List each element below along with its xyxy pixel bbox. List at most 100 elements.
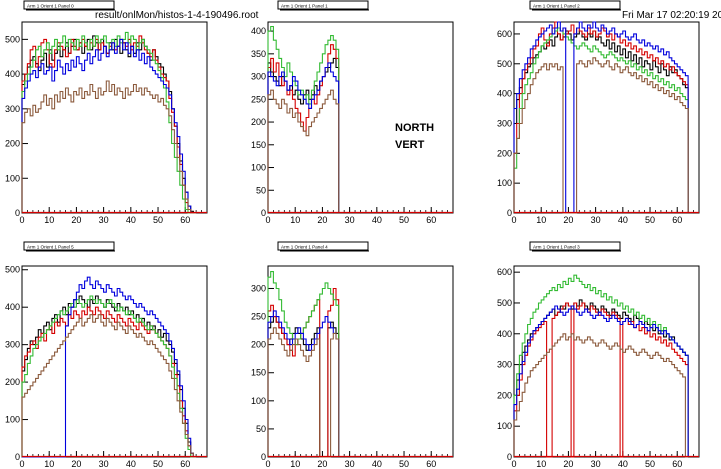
panel-0-ytick-label: 300: [5, 104, 20, 114]
panel-0-ytick-label: 0: [15, 208, 20, 218]
panel-3-ytick-label: 100: [5, 415, 20, 425]
panel-4-xtick-label: 10: [290, 459, 300, 469]
panel-5-xtick-label: 0: [511, 459, 516, 469]
panel-1-xtick-label: 50: [399, 215, 409, 225]
panel-3-xtick-label: 30: [99, 459, 109, 469]
panel-2-xtick-label: 20: [563, 215, 573, 225]
panel-5-ytick-label: 200: [497, 390, 512, 400]
panel-4-series-red: [267, 287, 340, 458]
panel-2-title-box: [529, 0, 621, 10]
panel-1-ytick-label: 350: [251, 49, 266, 59]
panel-5-series-red: [513, 302, 689, 458]
panel-5-series-green: [513, 274, 689, 457]
panel-0-xtick-label: 60: [180, 215, 190, 225]
panel-2-xtick-label: 50: [645, 215, 655, 225]
panel-5-xtick-label: 20: [563, 459, 573, 469]
panel-0-xtick-label: 30: [99, 215, 109, 225]
panel-4-xtick-label: 20: [317, 459, 327, 469]
panel-4-ytick-label: 0: [261, 452, 266, 462]
panel-0-series-black: [21, 35, 197, 214]
panel-1-ytick-label: 250: [251, 94, 266, 104]
panel-5-series-black: [513, 299, 689, 457]
panel-5-ytick-label: 400: [497, 329, 512, 339]
panel-4-frame: [267, 265, 454, 458]
panel-4-xtick-label: 40: [372, 459, 382, 469]
panel-4-series-green: [267, 271, 340, 457]
panel-0-series-brown: [21, 80, 197, 214]
panel-5-series-blue: [513, 305, 689, 457]
panel-1-ytick-label: 300: [251, 72, 266, 82]
panel-0-series-green: [21, 31, 197, 214]
panel-1-ytick-label: 0: [261, 208, 266, 218]
panel-1-xtick-label: 10: [290, 215, 300, 225]
panel-5-ytick-label: 100: [497, 421, 512, 431]
panel-3-series-brown: [21, 314, 197, 458]
panel-4-ytick-label: 200: [251, 340, 266, 350]
panel-5-xtick-label: 40: [618, 459, 628, 469]
panel-2-ytick-label: 100: [497, 178, 512, 188]
panel-2-series-blue: [513, 21, 689, 214]
panel-0-ytick-label: 400: [5, 69, 20, 79]
panel-0-xtick-label: 0: [19, 215, 24, 225]
panel-4-ytick-label: 50: [256, 424, 266, 434]
panel-0-series-blue: [21, 38, 197, 214]
panel-3-series-green: [21, 295, 197, 458]
panel-3-xtick-label: 0: [19, 459, 24, 469]
panel-0-ytick-label: 500: [5, 34, 20, 44]
panel-0-title-box: [23, 0, 115, 10]
panel-3-ytick-label: 400: [5, 302, 20, 312]
panel-1-xtick-label: 60: [426, 215, 436, 225]
panel-5-ytick-label: 600: [497, 267, 512, 277]
panel-1-ytick-label: 200: [251, 117, 266, 127]
panel-2-series-black: [513, 30, 689, 213]
panel-0-ytick-label: 200: [5, 139, 20, 149]
panel-3-ytick-label: 0: [15, 452, 20, 462]
panel-2-ytick-label: 500: [497, 59, 512, 69]
panel-3-xtick-label: 40: [126, 459, 136, 469]
panel-5-ytick-label: 0: [507, 452, 512, 462]
panel-4-ytick-label: 150: [251, 368, 266, 378]
panel-3-xtick-label: 50: [153, 459, 163, 469]
panel-5-xtick-label: 60: [672, 459, 682, 469]
panel-0-series-red: [21, 35, 197, 214]
panel-1-ytick-label: 150: [251, 140, 266, 150]
panel-2-ytick-label: 400: [497, 89, 512, 99]
panel-4-ytick-label: 250: [251, 312, 266, 322]
panel-1-ytick-label: 50: [256, 185, 266, 195]
panel-1-series-blue: [267, 62, 340, 213]
north-label: NORTH: [395, 122, 435, 134]
panel-3-title-box: [23, 241, 115, 251]
panel-3-series-blue: [22, 276, 197, 458]
panel-0-xtick-label: 20: [71, 215, 81, 225]
panel-2-xtick-label: 40: [618, 215, 628, 225]
panel-2-xtick-label: 60: [672, 215, 682, 225]
panel-2-ytick-label: 200: [497, 148, 512, 158]
panel-1-xtick-label: 40: [372, 215, 382, 225]
panel-2-series-red: [513, 21, 689, 213]
panel-5-xtick-label: 10: [536, 459, 546, 469]
panel-5-title: Arm 1 Orient 1 Panel 3: [533, 245, 580, 250]
panel-1-series-brown: [267, 89, 340, 213]
panel-0-title: Arm 1 Orient 1 Panel 0: [27, 4, 74, 9]
panel-5-xtick-label: 30: [591, 459, 601, 469]
panel-4-title: Arm 1 Orient 1 Panel 4: [281, 245, 328, 250]
panel-2-series-green: [513, 27, 689, 213]
panel-0-xtick-label: 50: [153, 215, 163, 225]
panel-1-ytick-label: 100: [251, 163, 266, 173]
panel-2-xtick-label: 10: [536, 215, 546, 225]
file-path-label: result/onlMon/histos-1-4-190496.root: [95, 10, 259, 21]
panel-1-xtick-label: 20: [317, 215, 327, 225]
panel-2-ytick-label: 0: [507, 208, 512, 218]
panel-3-xtick-label: 20: [71, 459, 81, 469]
panel-5-xtick-label: 50: [645, 459, 655, 469]
panel-2-ytick-label: 300: [497, 118, 512, 128]
panel-2-xtick-label: 0: [511, 215, 516, 225]
panel-3-xtick-label: 10: [44, 459, 54, 469]
panel-3-ytick-label: 500: [5, 265, 20, 275]
date-label: Fri Mar 17 02:20:19 2006: [622, 10, 721, 21]
panel-4-xtick-label: 0: [265, 459, 270, 469]
panel-4-xtick-label: 30: [345, 459, 355, 469]
panel-3-ytick-label: 300: [5, 340, 20, 350]
panel-4-xtick-label: 50: [399, 459, 409, 469]
